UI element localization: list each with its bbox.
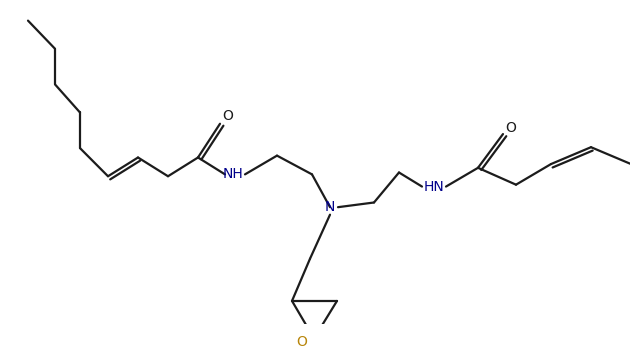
- Text: NH: NH: [222, 167, 243, 181]
- Text: N: N: [325, 200, 335, 214]
- Text: O: O: [505, 121, 517, 135]
- Text: O: O: [222, 109, 234, 123]
- Text: HN: HN: [423, 180, 444, 193]
- Text: O: O: [297, 335, 307, 346]
